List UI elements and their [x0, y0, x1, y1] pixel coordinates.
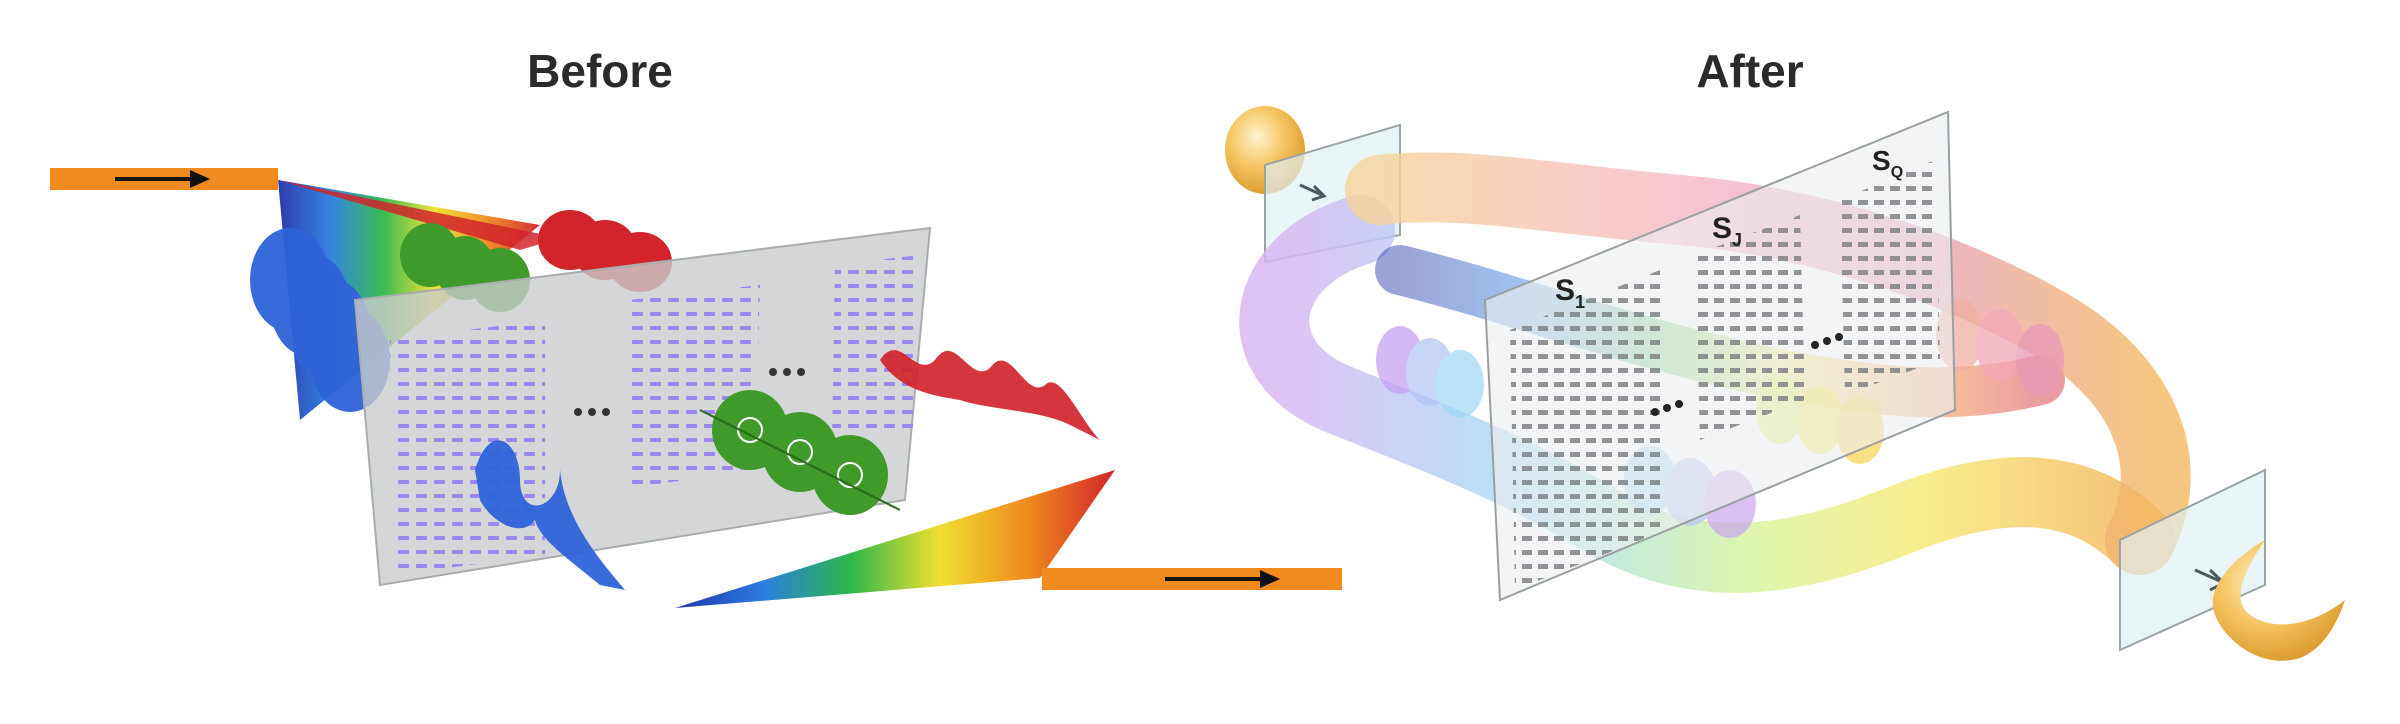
- output-pulse: [2212, 540, 2345, 661]
- purple-pulses: [1376, 326, 1484, 418]
- pink-pulses: [1936, 299, 2064, 396]
- surface-label-sq: SQ: [1872, 145, 1903, 181]
- nanopillar-region-right: [832, 255, 920, 440]
- dispersion-fan-red: [278, 180, 560, 250]
- output-plate: [2119, 468, 2266, 652]
- before-title: Before: [527, 45, 673, 97]
- ellipsis-icon: [1651, 333, 1843, 416]
- recombination-fan: [675, 470, 1115, 608]
- after-title: After: [1696, 45, 1804, 97]
- arrow-right-icon: [115, 170, 210, 188]
- after-panel: S1 SJ SQ: [1225, 106, 2345, 661]
- arrow-right-icon: [1299, 183, 1327, 202]
- green-wave-discs-output: [699, 390, 901, 515]
- blue-wave-out: [475, 440, 625, 590]
- nanopillar-region-left: [390, 320, 545, 575]
- pillars-sq: [1840, 160, 1940, 395]
- red-wave-out: [880, 350, 1100, 440]
- before-panel: [50, 168, 1342, 608]
- blue-wave-discs: [250, 228, 390, 412]
- surface-label-s1: S1: [1555, 274, 1585, 312]
- surface-label-sj: SJ: [1712, 212, 1742, 250]
- arrow-right-icon: [1165, 570, 1280, 588]
- pillars-s1: [1510, 270, 1665, 590]
- ellipsis-icon: [574, 368, 805, 416]
- pillars-sj: [1695, 215, 1805, 440]
